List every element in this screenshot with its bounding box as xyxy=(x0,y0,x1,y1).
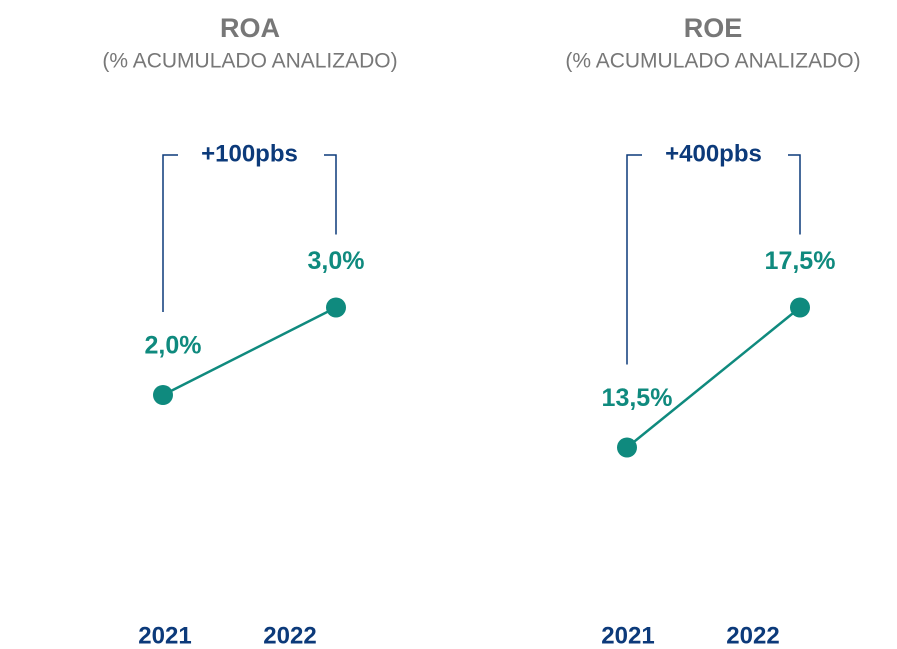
line xyxy=(162,306,337,397)
bracket xyxy=(324,154,337,235)
value-label: 3,0% xyxy=(308,247,365,275)
chart-title: ROE xyxy=(684,13,743,43)
value-label: 17,5% xyxy=(765,247,836,275)
point xyxy=(153,385,173,405)
x-tick-label: 2021 xyxy=(601,622,654,649)
x-tick-label: 2022 xyxy=(726,622,779,649)
bracket xyxy=(626,154,642,365)
bracket xyxy=(162,154,178,312)
point xyxy=(617,437,637,458)
annotation: +400pbs xyxy=(665,140,762,167)
line xyxy=(626,306,801,449)
point xyxy=(790,297,810,318)
bracket xyxy=(788,154,801,235)
chart-title: ROA xyxy=(220,13,280,43)
point xyxy=(326,297,346,318)
chart-subtitle: (% ACUMULADO ANALIZADO) xyxy=(102,50,397,73)
chart-subtitle: (% ACUMULADO ANALIZADO) xyxy=(565,50,860,73)
x-tick-label: 2022 xyxy=(263,622,316,649)
x-tick-label: 2021 xyxy=(138,622,191,649)
value-label: 2,0% xyxy=(145,332,202,360)
value-label: 13,5% xyxy=(602,384,673,412)
annotation: +100pbs xyxy=(201,140,298,167)
